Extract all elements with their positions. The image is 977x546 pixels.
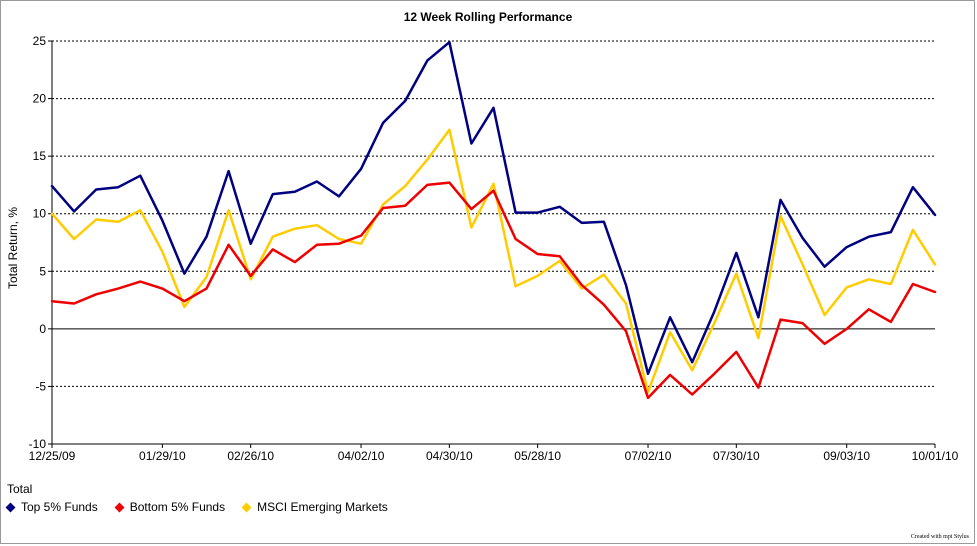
x-tick-label: 07/30/10 <box>713 449 760 463</box>
legend-label-bottom-5-funds: Bottom 5% Funds <box>129 500 226 514</box>
x-tick-label: 09/03/10 <box>823 449 870 463</box>
legend-item-bottom-5-funds: Bottom 5% Funds <box>114 500 226 514</box>
legend: Total Top 5% Funds Bottom 5% Funds MSCI … <box>5 482 388 514</box>
legend-label-top-5-funds: Top 5% Funds <box>21 500 98 514</box>
y-tick-label: 0 <box>39 322 46 336</box>
series-line-msci-emerging-markets <box>50 128 937 394</box>
y-tick-label: -10 <box>29 437 47 451</box>
legend-title: Total <box>7 482 33 496</box>
x-tick-label: 12/25/09 <box>29 449 76 463</box>
legend-item-top-5-funds: Top 5% Funds <box>5 500 98 514</box>
grid-lines <box>48 40 935 445</box>
legend-label-msci-emerging-markets: MSCI Emerging Markets <box>257 500 388 514</box>
series-lines <box>50 40 937 400</box>
y-tick-label: 10 <box>33 207 47 221</box>
legend-item-msci-emerging-markets: MSCI Emerging Markets <box>241 500 388 514</box>
series-line-top-5-funds <box>50 40 937 376</box>
x-tick-label: 04/02/10 <box>338 449 385 463</box>
x-tick-label: 07/02/10 <box>625 449 672 463</box>
y-tick-label: 15 <box>33 149 47 163</box>
credit-text: Created with mpi Stylus <box>910 534 969 540</box>
y-tick-label: 25 <box>33 34 47 48</box>
legend-marker-msci-emerging-markets <box>241 502 252 512</box>
y-tick-labels: -10 -5 0 5 10 15 20 25 <box>29 34 47 451</box>
axes <box>51 41 935 445</box>
y-tick-label: -5 <box>35 379 46 393</box>
legend-marker-bottom-5-funds <box>114 502 125 512</box>
x-tick-label: 02/26/10 <box>227 449 274 463</box>
series-line-bottom-5-funds <box>50 181 937 400</box>
y-axis-label: Total Return, % <box>6 207 20 289</box>
x-tick-label: 04/30/10 <box>426 449 473 463</box>
chart-title: 12 Week Rolling Performance <box>404 10 573 24</box>
x-tick-label: 01/29/10 <box>139 449 186 463</box>
legend-marker-top-5-funds <box>5 502 16 512</box>
x-tick-label: 10/01/10 <box>912 449 959 463</box>
y-tick-label: 20 <box>33 92 47 106</box>
x-tick-labels: 12/25/09 01/29/10 02/26/10 04/02/10 04/30/10… <box>29 444 959 463</box>
y-tick-label: 5 <box>39 264 46 278</box>
x-tick-label: 05/28/10 <box>514 449 561 463</box>
